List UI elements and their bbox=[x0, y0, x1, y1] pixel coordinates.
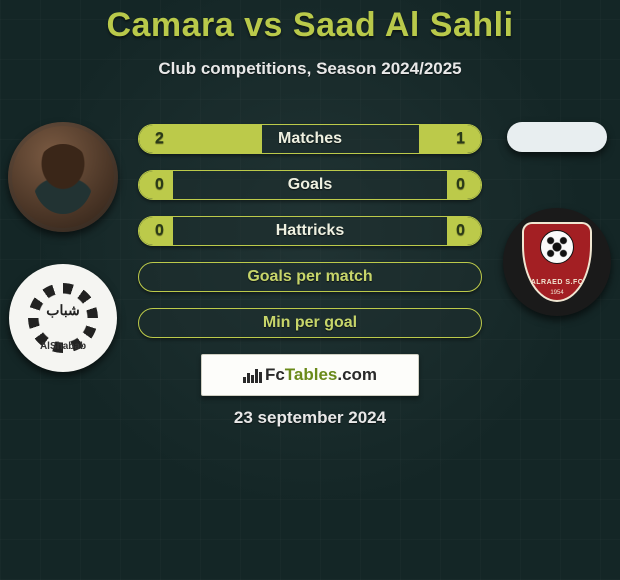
stat-value-right: 0 bbox=[421, 222, 481, 240]
brand-watermark: FcTables.com bbox=[201, 354, 419, 396]
stat-label: Goals per match bbox=[139, 268, 481, 286]
stat-row: 0Hattricks0 bbox=[138, 216, 482, 246]
bars-icon bbox=[243, 367, 261, 383]
stat-label: Hattricks bbox=[199, 222, 421, 240]
stat-value-left: 0 bbox=[139, 222, 199, 240]
club2-year: 1954 bbox=[550, 290, 563, 296]
stat-value-left: 0 bbox=[139, 176, 199, 194]
club1-arabic-label: شباب bbox=[46, 302, 79, 319]
club2-label: ALRAED S.FC bbox=[531, 279, 584, 286]
stat-label: Matches bbox=[199, 130, 421, 148]
ball-icon bbox=[540, 230, 574, 264]
right-column: ALRAED S.FC 1954 bbox=[502, 122, 612, 316]
stat-value-right: 0 bbox=[421, 176, 481, 194]
subtitle: Club competitions, Season 2024/2025 bbox=[0, 59, 620, 79]
stat-value-left: 2 bbox=[139, 130, 199, 148]
stat-row: Goals per match bbox=[138, 262, 482, 292]
stat-label: Min per goal bbox=[139, 314, 481, 332]
comparison-rows: 2Matches10Goals00Hattricks0Goals per mat… bbox=[138, 124, 482, 338]
stat-label: Goals bbox=[199, 176, 421, 194]
snapshot-date: 23 september 2024 bbox=[0, 408, 620, 428]
stat-value-right: 1 bbox=[421, 130, 481, 148]
stat-row: 0Goals0 bbox=[138, 170, 482, 200]
stat-row: Min per goal bbox=[138, 308, 482, 338]
brand-text: FcTables.com bbox=[265, 365, 377, 385]
brand-suffix: Tables bbox=[285, 365, 338, 384]
brand-prefix: Fc bbox=[265, 365, 285, 384]
player2-club-crest: ALRAED S.FC 1954 bbox=[503, 208, 611, 316]
player1-club-crest: شباب AlShabab bbox=[9, 264, 117, 372]
left-column: شباب AlShabab bbox=[8, 122, 118, 372]
player1-avatar bbox=[8, 122, 118, 232]
stat-row: 2Matches1 bbox=[138, 124, 482, 154]
club1-label: AlShabab bbox=[40, 341, 86, 352]
brand-tld: .com bbox=[337, 365, 377, 384]
page-title: Camara vs Saad Al Sahli bbox=[0, 0, 620, 45]
player2-avatar bbox=[507, 122, 607, 152]
